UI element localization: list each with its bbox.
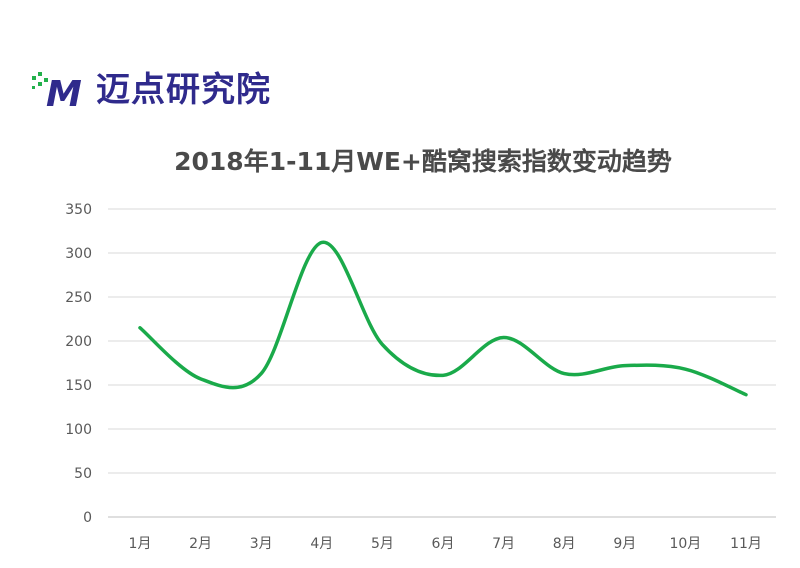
x-tick-label: 10月	[669, 536, 701, 552]
x-tick-label: 9月	[613, 536, 636, 552]
y-tick-label: 50	[74, 466, 92, 482]
x-tick-label: 3月	[250, 536, 273, 552]
data-point	[199, 377, 203, 381]
x-tick-label: 4月	[310, 536, 333, 552]
data-point	[320, 240, 324, 244]
gridlines	[108, 208, 776, 518]
x-tick-label: 11月	[730, 536, 762, 552]
data-point	[441, 373, 445, 377]
x-axis-ticks: 1月 2月 3月 4月 5月 6月 7月 8月 9月 10月 11月	[129, 536, 762, 552]
x-tick-label: 5月	[371, 536, 394, 552]
series-layer	[138, 240, 748, 397]
y-tick-label: 200	[65, 334, 92, 350]
x-tick-label: 1月	[129, 536, 152, 552]
x-tick-label: 8月	[553, 536, 576, 552]
data-point	[138, 326, 142, 330]
data-point	[259, 372, 263, 376]
series-line	[138, 240, 748, 397]
data-point	[683, 367, 687, 371]
data-point	[562, 372, 566, 376]
y-tick-label: 100	[65, 422, 92, 438]
y-axis-ticks: 0 50 100 150 200 250 300 350	[65, 202, 92, 526]
data-point	[623, 364, 627, 368]
logo-wordmark: 迈点研究院	[96, 70, 271, 110]
logo-mark-icon: M	[32, 72, 82, 110]
x-tick-label: 2月	[189, 536, 212, 552]
logo-letter: M	[46, 74, 82, 110]
data-point	[380, 343, 384, 347]
chart-title: 2018年1-11月WE+酷窝搜索指数变动趋势	[174, 147, 672, 176]
y-tick-label: 0	[83, 510, 92, 526]
brand-logo: M 迈点研究院	[30, 70, 271, 110]
y-tick-label: 250	[65, 290, 92, 306]
x-tick-label: 7月	[492, 536, 515, 552]
x-tick-label: 6月	[432, 536, 455, 552]
data-point	[744, 393, 748, 397]
y-tick-label: 150	[65, 378, 92, 394]
y-tick-label: 350	[65, 202, 92, 218]
data-point	[502, 335, 506, 339]
y-tick-label: 300	[65, 246, 92, 262]
